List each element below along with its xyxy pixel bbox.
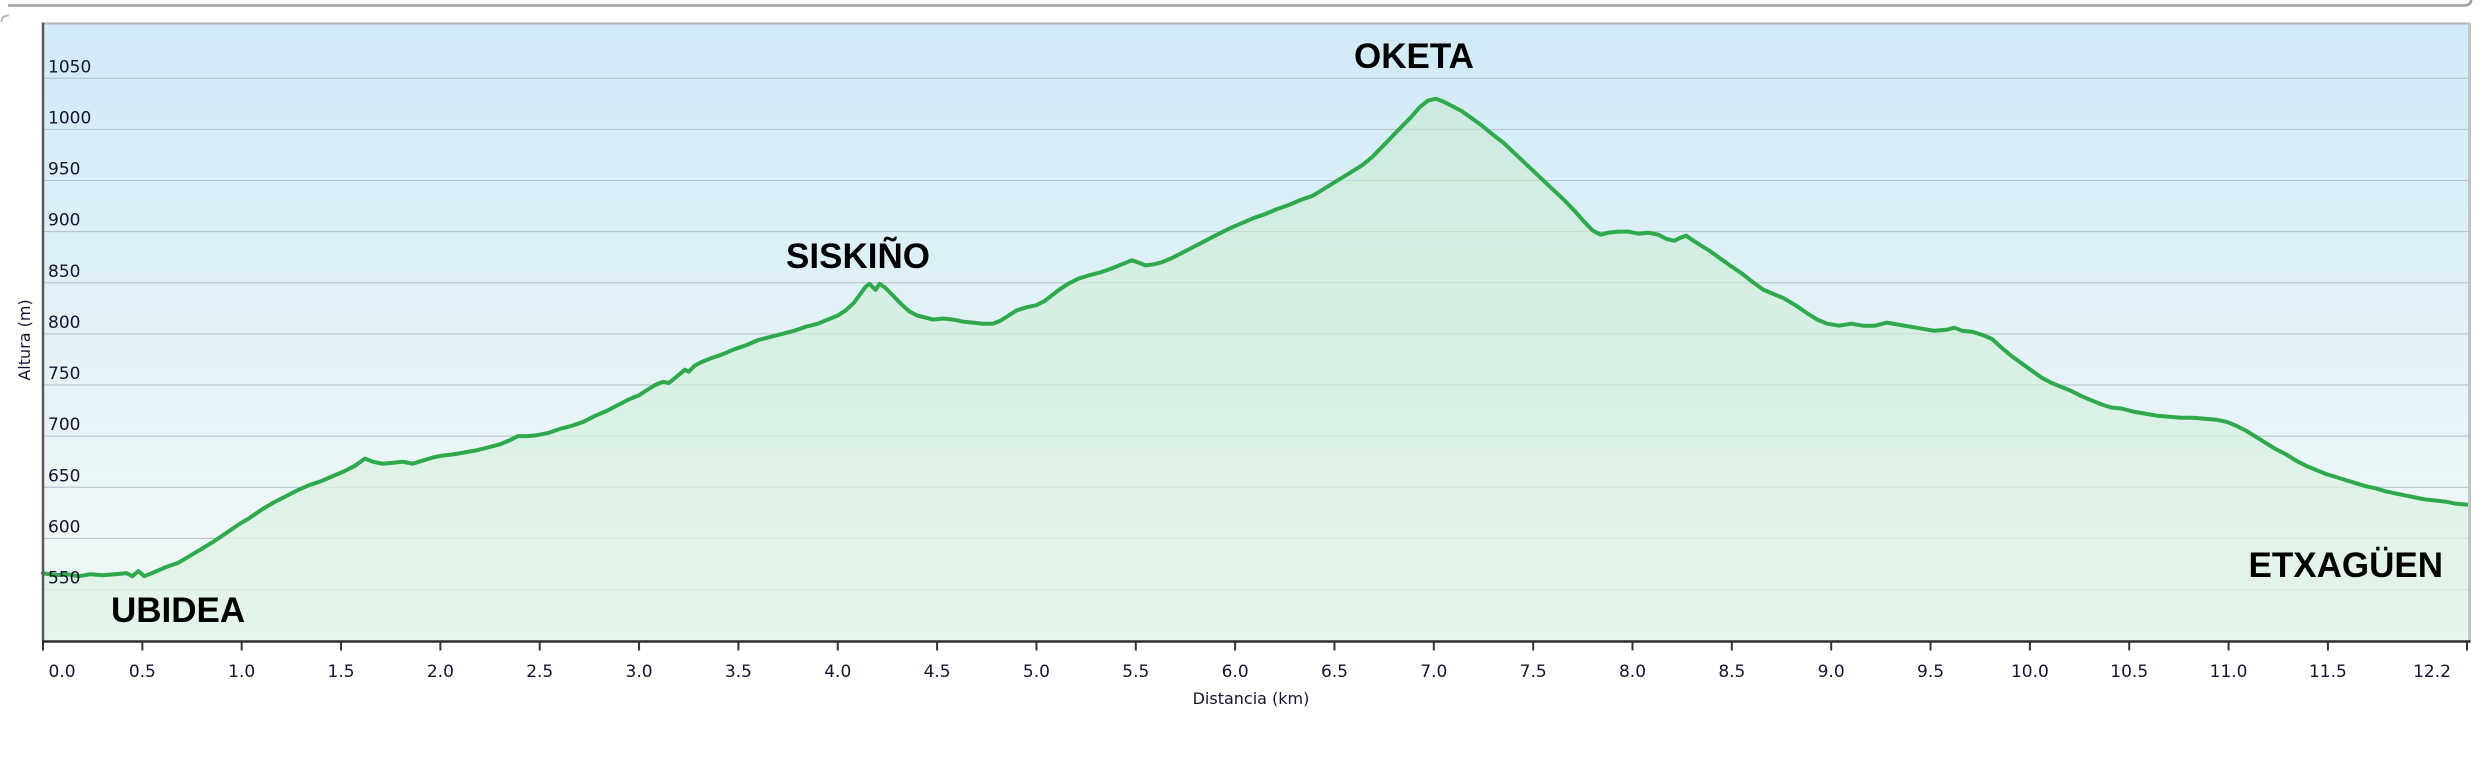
x-tick-label: 9.0 <box>1818 662 1845 682</box>
x-tick-label: 8.0 <box>1619 662 1646 682</box>
x-tick-label: 7.5 <box>1520 662 1547 682</box>
x-tick-label: 0.5 <box>129 662 156 682</box>
x-tick-label: 6.0 <box>1222 662 1249 682</box>
x-tick-label: 1.0 <box>228 662 255 682</box>
waypoint-label: SISKIÑO <box>786 237 930 276</box>
y-tick-label: 950 <box>48 160 80 180</box>
elevation-area-fill <box>43 98 2467 641</box>
x-tick-label: 4.0 <box>824 662 851 682</box>
y-tick-label: 700 <box>48 415 80 435</box>
x-tick-label: 7.0 <box>1420 662 1447 682</box>
x-axis-title: Distancia (km) <box>1193 689 1310 708</box>
x-tick-label: 11.0 <box>2210 662 2248 682</box>
x-tick-label: 9.5 <box>1917 662 1944 682</box>
waypoint-label: UBIDEA <box>111 591 245 630</box>
x-tick-label: 5.5 <box>1122 662 1149 682</box>
x-tick-label: 1.5 <box>328 662 355 682</box>
x-tick-label: 10.5 <box>2110 662 2148 682</box>
x-tick-label: 8.5 <box>1718 662 1745 682</box>
x-tick-label: 11.5 <box>2309 662 2347 682</box>
x-tick-label: 3.5 <box>725 662 752 682</box>
y-tick-label: 850 <box>48 262 80 282</box>
panel-corner-fragment <box>0 14 10 23</box>
x-tick-label: 5.0 <box>1023 662 1050 682</box>
waypoint-label: OKETA <box>1354 37 1474 76</box>
y-tick-label: 1050 <box>48 57 91 77</box>
x-tick-label: 2.0 <box>427 662 454 682</box>
y-axis-title: Altura (m) <box>15 299 34 380</box>
x-tick-label: 10.0 <box>2011 662 2049 682</box>
x-tick-label: 12.2 <box>2413 662 2451 682</box>
x-tick-label: 6.5 <box>1321 662 1348 682</box>
x-tick-label: 2.5 <box>526 662 553 682</box>
y-tick-label: 750 <box>48 364 80 384</box>
waypoint-label: ETXAGÜEN <box>2249 546 2443 585</box>
y-tick-label: 1000 <box>48 108 91 128</box>
elevation-line <box>41 96 2469 579</box>
y-tick-label: 600 <box>48 517 80 537</box>
y-tick-label: 900 <box>48 211 80 231</box>
y-tick-label: 800 <box>48 313 80 333</box>
panel-bottom-edge-fragment <box>8 0 2473 7</box>
x-tick-label: 4.5 <box>924 662 951 682</box>
x-tick-label: 0.0 <box>48 662 75 682</box>
y-tick-label: 550 <box>48 569 80 589</box>
x-tick-label: 3.0 <box>626 662 653 682</box>
y-tick-label: 650 <box>48 466 80 486</box>
